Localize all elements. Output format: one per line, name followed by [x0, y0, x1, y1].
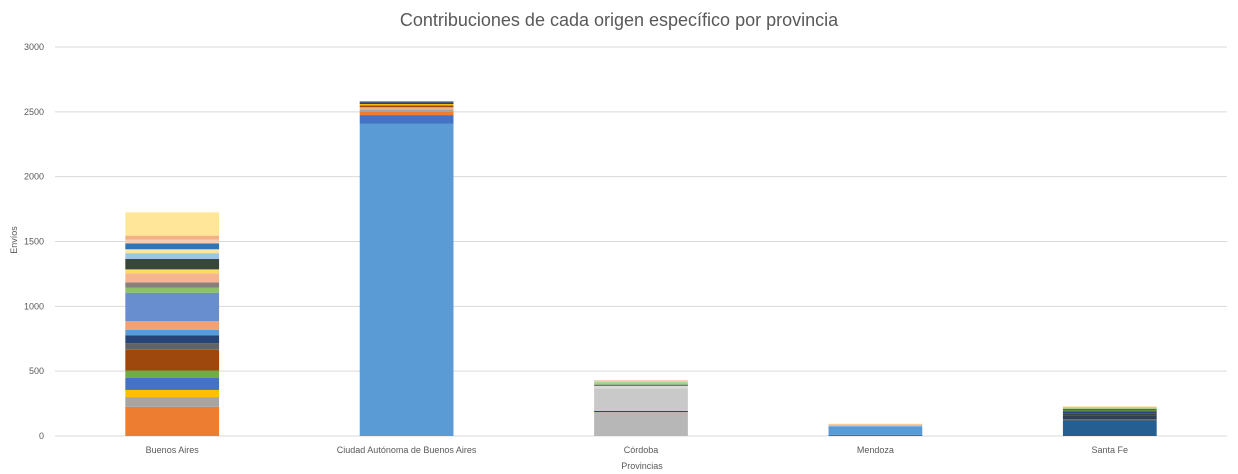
bar-segment — [828, 425, 923, 427]
bar-segment — [594, 410, 688, 413]
y-tick-label: 2500 — [24, 107, 44, 117]
x-axis-label: Provincias — [621, 461, 663, 471]
bar-segment — [125, 212, 220, 236]
bar-stack — [828, 423, 923, 436]
bar-segment — [594, 382, 688, 385]
bar-segment — [828, 426, 923, 435]
bar-segment — [828, 434, 923, 436]
bar-segment — [125, 292, 220, 322]
bar-segment — [125, 377, 220, 390]
bar-segment — [359, 101, 454, 103]
bar-segment — [1062, 411, 1157, 414]
bar-segment — [594, 380, 688, 383]
bar-segment — [125, 287, 220, 293]
chart-title: Contribuciones de cada origen específico… — [399, 10, 839, 30]
bar-stack — [1062, 406, 1157, 436]
bar-segment — [359, 109, 454, 112]
bar-segment — [125, 269, 220, 274]
y-tick-label: 1000 — [24, 301, 44, 311]
y-tick-label: 2000 — [24, 172, 44, 182]
bar-segment — [594, 388, 688, 411]
y-axis-label: Envíos — [9, 226, 19, 254]
bar-segment — [125, 235, 220, 240]
bar-segment — [359, 111, 454, 116]
bar-segment — [125, 349, 220, 371]
bar-segment — [125, 370, 220, 378]
bar-segment — [359, 115, 454, 124]
bar-segment — [594, 385, 688, 389]
bar-segment — [125, 259, 220, 270]
bar-segment — [125, 239, 220, 244]
bar-segment — [125, 243, 220, 250]
bar-segment — [125, 397, 220, 407]
y-tick-label: 500 — [29, 366, 44, 376]
bar-segment — [1062, 420, 1157, 436]
bar-segment — [1062, 410, 1157, 412]
bar-segment — [594, 412, 688, 436]
x-tick-label: Buenos Aires — [146, 445, 200, 455]
bar-stack — [359, 101, 454, 437]
bar-segment — [125, 329, 220, 336]
bar-segment — [125, 282, 220, 288]
bar-segment — [1062, 406, 1157, 407]
x-tick-label: Santa Fe — [1092, 445, 1129, 455]
bar-segment — [359, 123, 454, 437]
bar-segment — [1062, 415, 1157, 420]
bar-segment — [125, 343, 220, 350]
bar-segment — [594, 384, 688, 386]
bar-stack — [594, 380, 688, 436]
bar-segment — [125, 389, 220, 398]
bar-segment — [1062, 413, 1157, 416]
bar-segment — [594, 380, 688, 381]
y-tick-label: 3000 — [24, 42, 44, 52]
bar-segment — [125, 253, 220, 260]
bar-segment — [125, 273, 220, 283]
bar-segment — [1062, 406, 1157, 408]
bar-segment — [359, 105, 454, 108]
x-tick-label: Mendoza — [857, 445, 894, 455]
bar-segment — [359, 102, 454, 105]
bar-stack — [125, 212, 220, 436]
bar-segment — [1062, 408, 1157, 411]
y-tick-label: 0 — [39, 431, 44, 441]
x-tick-label: Córdoba — [624, 445, 659, 455]
y-tick-label: 1500 — [24, 237, 44, 247]
bar-segment — [125, 249, 220, 254]
x-tick-label: Ciudad Autónoma de Buenos Aires — [337, 445, 477, 455]
bar-segment — [125, 406, 220, 436]
bar-segment — [125, 321, 220, 330]
bar-segment — [1062, 407, 1157, 409]
bar-segment — [828, 423, 923, 425]
bar-segment — [359, 104, 454, 106]
bar-segment — [125, 335, 220, 344]
bar-segment — [359, 107, 454, 110]
bar-segment — [1062, 419, 1157, 421]
bar-segment — [828, 424, 923, 426]
